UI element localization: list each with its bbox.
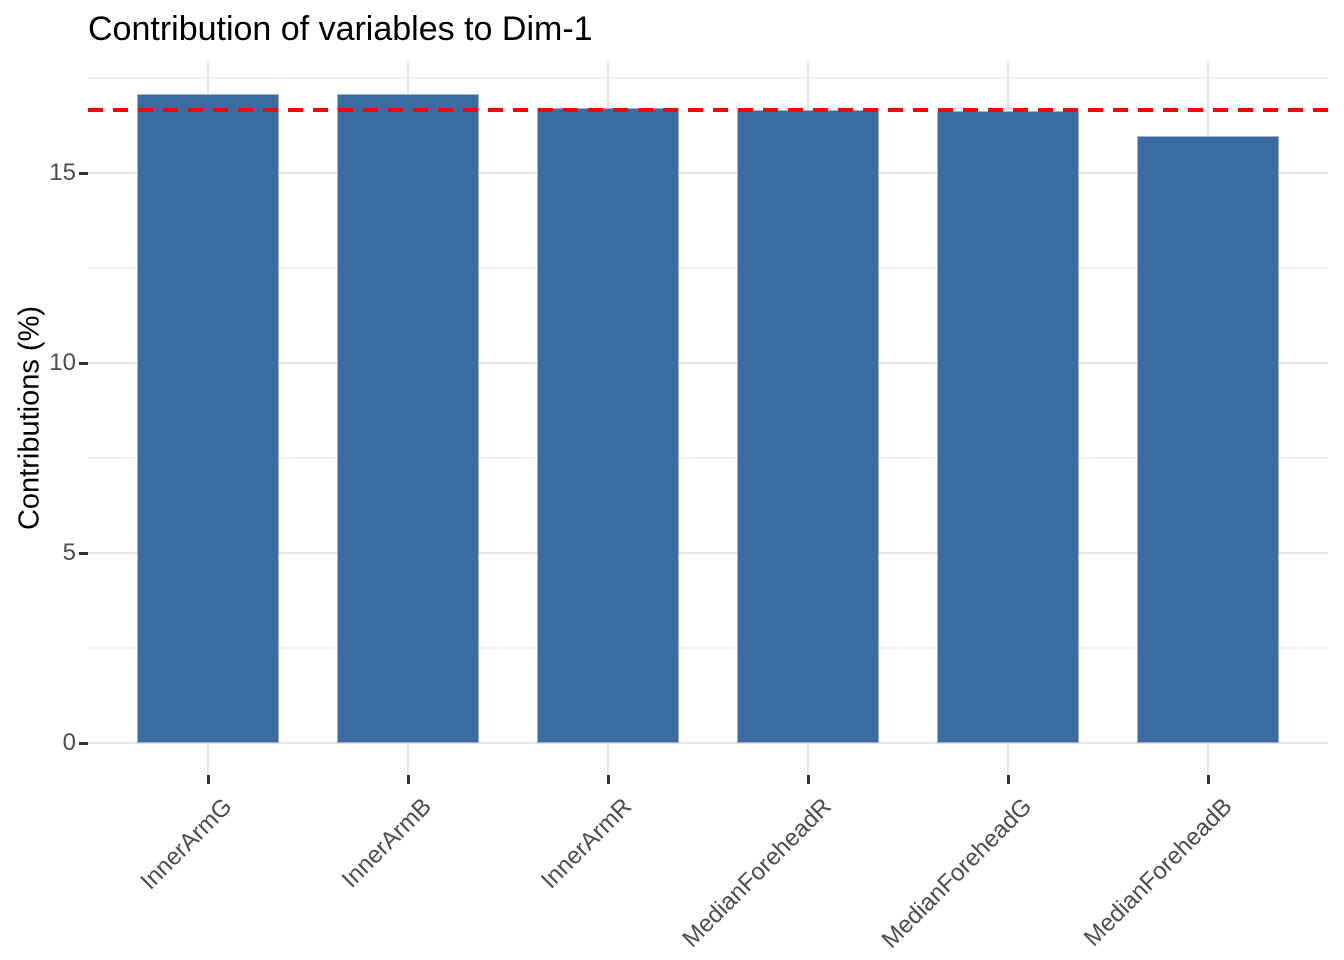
y-tick-label: 0 [62,729,76,756]
bar-MedianForeheadB [1137,135,1279,743]
x-tick-label-InnerArmG: InnerArmG [135,793,238,896]
x-tick-mark [207,775,210,784]
y-tick-mark [79,172,88,175]
bar-MedianForeheadR [737,109,879,743]
major-gridline [88,362,1328,364]
x-tick-mark [1207,775,1210,784]
bar-InnerArmG [137,93,279,743]
bar-InnerArmB [337,93,479,743]
y-tick-mark [79,742,88,745]
minor-gridline [88,457,1328,459]
plot-panel [88,62,1328,775]
minor-gridline [88,77,1328,79]
major-gridline [88,172,1328,174]
x-tick-mark [407,775,410,784]
y-axis-title: Contributions (%) [13,305,46,531]
major-gridline [88,552,1328,554]
reference-line [88,107,1328,112]
x-tick-label-MedianForeheadB: MedianForeheadB [1078,793,1238,952]
chart-title: Contribution of variables to Dim-1 [88,10,593,48]
x-tick-mark [807,775,810,784]
x-tick-label-InnerArmR: InnerArmR [535,793,638,895]
minor-gridline [88,267,1328,269]
bar-InnerArmR [537,107,679,743]
x-tick-label-InnerArmB: InnerArmB [336,793,438,894]
minor-gridline [88,647,1328,649]
y-tick-mark [79,552,88,555]
x-tick-label-MedianForeheadG: MedianForeheadG [876,793,1038,954]
x-tick-mark [607,775,610,784]
y-tick-label: 15 [49,159,76,186]
x-tick-label-MedianForeheadR: MedianForeheadR [677,793,838,953]
y-tick-label: 5 [62,539,76,566]
major-gridline [88,742,1328,744]
x-tick-mark [1007,775,1010,784]
y-tick-mark [79,362,88,365]
bar-MedianForeheadG [937,111,1079,743]
y-tick-label: 10 [49,349,76,376]
